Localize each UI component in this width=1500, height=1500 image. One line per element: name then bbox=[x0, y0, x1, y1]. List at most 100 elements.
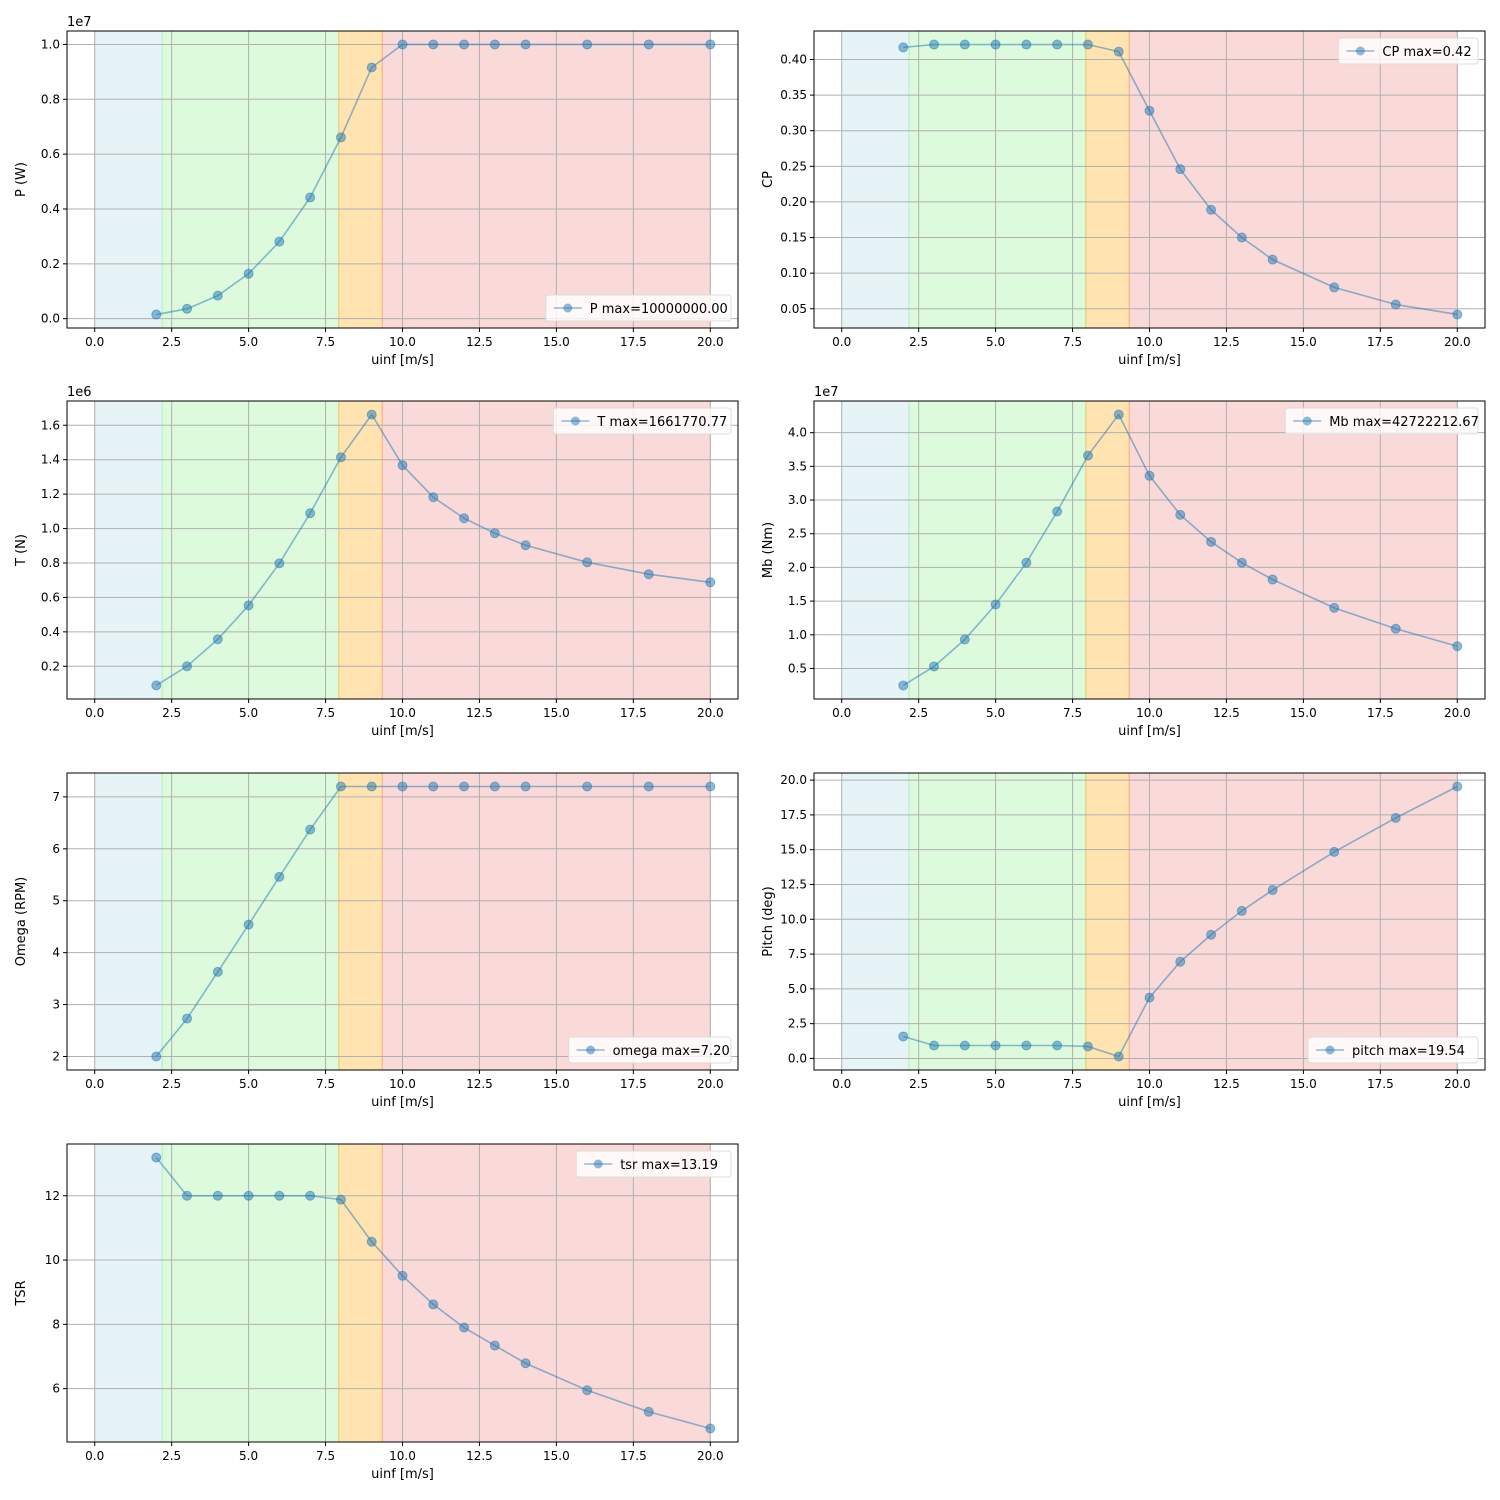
data-point bbox=[1144, 105, 1155, 116]
x-tick-label: 15.0 bbox=[543, 1077, 570, 1091]
data-point bbox=[990, 599, 1001, 610]
y-tick-label: 0.25 bbox=[780, 159, 807, 173]
data-point bbox=[1021, 39, 1032, 50]
region-band-2 bbox=[1085, 30, 1130, 329]
x-tick-label: 15.0 bbox=[543, 1449, 570, 1463]
series-line bbox=[903, 785, 1458, 1058]
region-band-0 bbox=[94, 30, 163, 329]
y-tick-label: 0.6 bbox=[41, 147, 60, 161]
x-tick-label: 17.5 bbox=[1367, 706, 1394, 720]
data-point bbox=[459, 513, 470, 524]
region-band-3 bbox=[1128, 400, 1458, 700]
data-point bbox=[898, 1031, 909, 1042]
data-point bbox=[305, 192, 316, 203]
data-point bbox=[705, 1423, 716, 1434]
data-point bbox=[520, 540, 531, 551]
data-point bbox=[1021, 1040, 1032, 1051]
data-point bbox=[1390, 623, 1401, 634]
data-point bbox=[643, 39, 654, 50]
data-point bbox=[1452, 309, 1463, 320]
data-point bbox=[366, 1236, 377, 1247]
data-point bbox=[1236, 232, 1247, 243]
region-band-3 bbox=[381, 400, 711, 700]
data-point bbox=[243, 600, 254, 611]
x-tick-label: 5.0 bbox=[986, 335, 1005, 349]
data-point bbox=[1267, 574, 1278, 585]
data-point bbox=[243, 1190, 254, 1201]
legend-marker bbox=[1355, 46, 1365, 56]
data-point bbox=[959, 39, 970, 50]
legend: pitch max=19.54 bbox=[1307, 1036, 1479, 1064]
x-tick-label: 17.5 bbox=[1367, 335, 1394, 349]
x-tick-label: 12.5 bbox=[466, 1077, 493, 1091]
x-tick-label: 17.5 bbox=[620, 706, 647, 720]
data-point bbox=[212, 966, 223, 977]
y-tick-label: 0.20 bbox=[780, 195, 807, 209]
data-point bbox=[182, 661, 193, 672]
y-tick-label: 0.8 bbox=[41, 556, 60, 570]
x-tick-label: 12.5 bbox=[466, 335, 493, 349]
y-tick-label: 3 bbox=[52, 998, 60, 1012]
data-point bbox=[428, 492, 439, 503]
axes-frame bbox=[66, 772, 739, 1071]
x-tick-label: 10.0 bbox=[389, 335, 416, 349]
axes-frame bbox=[813, 400, 1486, 700]
x-tick-label: 5.0 bbox=[986, 706, 1005, 720]
data-point bbox=[643, 781, 654, 792]
x-tick-label: 7.5 bbox=[316, 706, 335, 720]
x-axis-label: uinf [m/s] bbox=[371, 353, 434, 368]
region-band-0 bbox=[841, 772, 910, 1071]
data-point bbox=[428, 781, 439, 792]
x-tick-label: 10.0 bbox=[1136, 706, 1163, 720]
data-point bbox=[582, 39, 593, 50]
region-band-1 bbox=[161, 1143, 340, 1443]
data-point bbox=[274, 1190, 285, 1201]
y-tick-label: 0.10 bbox=[780, 266, 807, 280]
data-point bbox=[335, 1194, 346, 1205]
data-point bbox=[1452, 641, 1463, 652]
data-point bbox=[959, 1040, 970, 1051]
data-point bbox=[459, 781, 470, 792]
x-tick-label: 7.5 bbox=[1063, 1077, 1082, 1091]
x-tick-label: 12.5 bbox=[466, 706, 493, 720]
legend-marker bbox=[1302, 416, 1312, 426]
y-tick-label: 2.5 bbox=[788, 1017, 807, 1031]
legend: tsr max=13.19 bbox=[575, 1150, 732, 1178]
series-line bbox=[155, 785, 711, 1058]
legend-label: omega max=7.20 bbox=[613, 1044, 730, 1059]
x-tick-label: 7.5 bbox=[1063, 706, 1082, 720]
legend-box bbox=[1307, 1036, 1479, 1064]
y-tick-label: 1.0 bbox=[788, 628, 807, 642]
region-band-2 bbox=[338, 400, 383, 700]
data-point bbox=[929, 661, 940, 672]
y-tick-label: 7.5 bbox=[788, 947, 807, 961]
y-tick-label: 7 bbox=[52, 790, 60, 804]
x-tick-label: 17.5 bbox=[1367, 1077, 1394, 1091]
data-point bbox=[274, 558, 285, 569]
x-tick-label: 12.5 bbox=[466, 1449, 493, 1463]
legend-marker bbox=[586, 1045, 596, 1055]
data-point bbox=[335, 132, 346, 143]
region-band-0 bbox=[841, 30, 910, 329]
data-point bbox=[1329, 846, 1340, 857]
data-point bbox=[151, 1152, 162, 1163]
data-point bbox=[582, 781, 593, 792]
x-tick-label: 2.5 bbox=[909, 706, 928, 720]
x-tick-label: 17.5 bbox=[620, 335, 647, 349]
y-axis-label: CP bbox=[761, 171, 776, 188]
x-tick-label: 20.0 bbox=[1444, 335, 1471, 349]
data-point bbox=[428, 39, 439, 50]
y-tick-label: 0.40 bbox=[780, 52, 807, 66]
y-offset-label: 1e7 bbox=[67, 15, 92, 30]
x-axis-label: uinf [m/s] bbox=[371, 1095, 434, 1110]
region-band-2 bbox=[338, 30, 383, 329]
x-axis-label: uinf [m/s] bbox=[1118, 353, 1181, 368]
subplot-P: 0.0 2.5 5.0 7.5 10.0 12.5 15.0 17.5 20.0 0.0 0.2 0.… bbox=[14, 15, 739, 368]
region-band-1 bbox=[161, 400, 340, 700]
data-point bbox=[1113, 409, 1124, 420]
legend-box bbox=[552, 407, 732, 435]
x-tick-label: 7.5 bbox=[1063, 335, 1082, 349]
data-point bbox=[1236, 557, 1247, 568]
y-tick-label: 0.5 bbox=[788, 661, 807, 675]
legend: T max=1661770.77 bbox=[552, 407, 732, 435]
